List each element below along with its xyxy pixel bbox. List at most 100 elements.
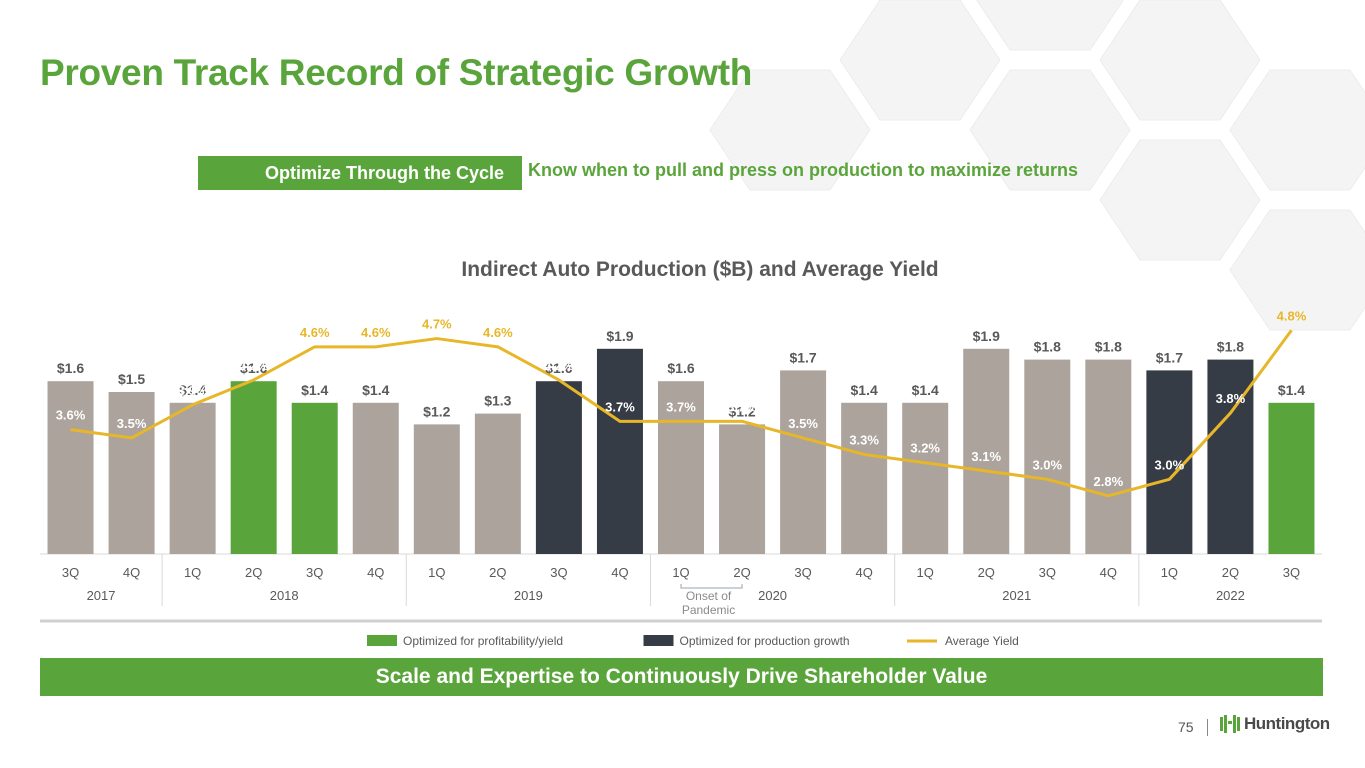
x-tick-label: 2Q [978, 565, 995, 580]
optimize-description: Know when to pull and press on productio… [528, 160, 1079, 180]
yield-value-label: 4.7% [422, 317, 452, 332]
bar-value-label: $1.3 [484, 393, 511, 409]
x-tick-label: 1Q [184, 565, 201, 580]
production-bar [535, 381, 582, 554]
legend-label: Optimized for production growth [680, 634, 850, 648]
footer-banner: Scale and Expertise to Continuously Driv… [40, 658, 1323, 696]
bar-value-label: $1.6 [57, 360, 84, 376]
x-tick-label: 1Q [1161, 565, 1178, 580]
yield-value-label: 3.7% [727, 399, 757, 414]
legend-growth-swatch [643, 635, 674, 646]
yield-value-label: 4.6% [300, 325, 330, 340]
x-tick-label: 3Q [306, 565, 323, 580]
production-bar [1024, 359, 1071, 554]
bar-value-label: $1.7 [1156, 349, 1183, 365]
year-label: 2022 [1216, 588, 1245, 603]
yield-value-label: 3.7% [605, 399, 635, 414]
year-label: 2020 [758, 588, 787, 603]
production-bar [352, 402, 399, 554]
production-bar [291, 402, 338, 554]
yield-value-label: 4.8% [1277, 308, 1307, 323]
production-bar [1268, 402, 1315, 554]
production-bar [108, 392, 155, 554]
pandemic-annotation-line2: Pandemic [682, 603, 735, 617]
year-label: 2018 [270, 588, 299, 603]
production-bar [719, 424, 766, 554]
bar-value-label: $1.2 [423, 403, 450, 419]
yield-value-label: 4.6% [361, 325, 391, 340]
huntington-logo: Huntington [1220, 714, 1330, 734]
bar-value-label: $1.4 [301, 382, 328, 398]
yield-value-label: 2.8% [1094, 474, 1124, 489]
bar-value-label: $1.6 [667, 360, 694, 376]
x-tick-label: 1Q [917, 565, 934, 580]
yield-value-label: 3.9% [178, 383, 208, 398]
bar-value-label: $1.9 [606, 328, 633, 344]
yield-value-label: 3.1% [971, 449, 1001, 464]
production-bar [902, 402, 949, 554]
x-tick-label: 2Q [245, 565, 262, 580]
x-tick-label: 3Q [794, 565, 811, 580]
yield-value-label: 3.5% [788, 416, 818, 431]
production-bar [230, 381, 277, 554]
bar-value-label: $1.6 [545, 360, 572, 376]
page-title: Proven Track Record of Strategic Growth [40, 52, 753, 93]
bar-value-label: $1.4 [179, 382, 206, 398]
logo-text: Huntington [1244, 714, 1330, 733]
yield-value-label: 3.0% [1155, 457, 1185, 472]
yield-value-label: 3.7% [666, 399, 696, 414]
footer-separator [1207, 719, 1208, 736]
yield-value-label: 4.6% [483, 325, 513, 340]
average-yield-line [70, 329, 1293, 498]
yield-value-label: 3.3% [849, 432, 879, 447]
yield-value-label: 3.0% [1032, 457, 1062, 472]
bar-value-label: $1.9 [973, 328, 1000, 344]
indirect-auto-chart: Indirect Auto Production ($B) and Averag… [40, 258, 1322, 648]
pandemic-bracket [680, 584, 743, 589]
x-tick-label: 3Q [550, 565, 567, 580]
x-tick-label: 3Q [1039, 565, 1056, 580]
bar-value-label: $1.4 [362, 382, 389, 398]
axis-table [40, 554, 1322, 606]
x-tick-label: 4Q [123, 565, 140, 580]
year-label: 2019 [514, 588, 543, 603]
huntington-logo-icon [1220, 715, 1240, 733]
production-bar [1085, 359, 1132, 554]
production-bar [47, 381, 94, 554]
year-label: 2017 [87, 588, 116, 603]
bar-value-label: $1.8 [1217, 339, 1244, 355]
yield-value-label: 3.2% [910, 441, 940, 456]
production-bar [963, 348, 1010, 554]
legend-profitability-swatch [367, 635, 397, 646]
yield-value-label: 3.6% [56, 408, 86, 423]
bar-value-label: $1.4 [912, 382, 939, 398]
legend-label: Optimized for profitability/yield [403, 634, 563, 648]
x-tick-label: 1Q [672, 565, 689, 580]
x-tick-label: 3Q [62, 565, 79, 580]
bar-value-label: $1.2 [728, 403, 755, 419]
legend-label: Average Yield [945, 634, 1019, 648]
production-bar [474, 413, 521, 554]
bar-value-label: $1.7 [789, 349, 816, 365]
x-tick-label: 4Q [1100, 565, 1117, 580]
production-bar [780, 370, 827, 554]
x-tick-label: 2Q [489, 565, 506, 580]
yield-value-label: 3.5% [117, 416, 147, 431]
chart-title: Indirect Auto Production ($B) and Averag… [461, 258, 938, 281]
x-tick-label: 3Q [1283, 565, 1300, 580]
production-bar [169, 402, 216, 554]
bar-value-label: $1.6 [240, 360, 267, 376]
production-bar [658, 381, 704, 554]
x-tick-label: 4Q [855, 565, 872, 580]
bar-value-label: $1.8 [1034, 339, 1061, 355]
yield-value-label: 4.2% [239, 358, 269, 373]
optimize-tag-label: Optimize Through the Cycle [264, 162, 504, 183]
yield-value-label: 4.2% [544, 358, 574, 373]
bar-value-label: $1.8 [1095, 339, 1122, 355]
x-tick-label: 4Q [611, 565, 628, 580]
year-label: 2021 [1002, 588, 1031, 603]
x-tick-label: 2Q [733, 565, 750, 580]
x-tick-label: 2Q [1222, 565, 1239, 580]
production-bar [413, 424, 460, 554]
bar-value-label: $1.4 [1278, 382, 1305, 398]
